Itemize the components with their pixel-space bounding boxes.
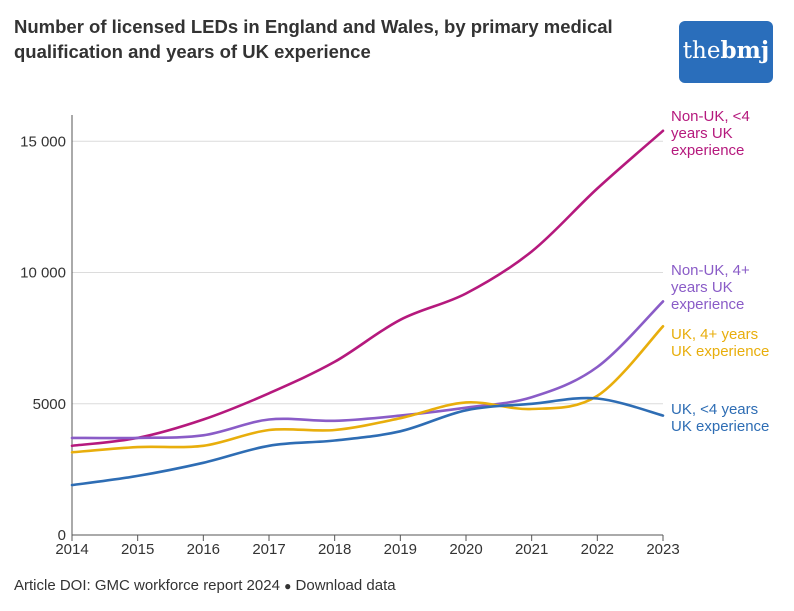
download-data-link[interactable]: Download data (295, 577, 396, 594)
y-axis-ticks: 0 5000 10 000 15 000 (20, 133, 66, 544)
bmj-logo-text: thebmj (679, 37, 773, 64)
x-tick-label: 2018 (318, 541, 351, 558)
y-tick-label: 10 000 (20, 265, 66, 282)
x-tick-label: 2015 (121, 541, 154, 558)
gridlines (72, 140, 663, 405)
chart-title: Number of licensed LEDs in England and W… (14, 16, 613, 62)
series-line (70, 396, 665, 487)
x-tick-label: 2021 (515, 541, 548, 558)
y-tick-label: 15 000 (20, 133, 66, 150)
series-label: UK, 4+ years UK experience (671, 326, 769, 360)
footer-separator: ● (284, 579, 292, 593)
x-axis: 2014 2015 2016 2017 2018 2019 2020 2021 2022 2023 (55, 115, 680, 558)
series-label: UK, <4 years UK experience (671, 401, 769, 435)
x-tick-label: 2016 (187, 541, 220, 558)
series-label: Non-UK, <4 years UK experience (671, 108, 750, 159)
series-line (70, 129, 665, 448)
bmj-logo[interactable]: thebmj (679, 21, 773, 83)
series-lines (70, 129, 665, 487)
x-tick-label: 2022 (581, 541, 614, 558)
footer: Article DOI: GMC workforce report 2024 ●… (14, 577, 396, 594)
series-line (70, 325, 665, 454)
x-tick-label: 2023 (646, 541, 679, 558)
x-tick-label: 2014 (55, 541, 88, 558)
x-tick-label: 2020 (449, 541, 482, 558)
x-tick-label: 2019 (384, 541, 417, 558)
series-labels: Non-UK, <4 years UK experience Non-UK, 4+ ye… (671, 108, 769, 435)
logo-prefix: the (682, 38, 721, 64)
series-label: Non-UK, 4+ years UK experience (671, 262, 750, 313)
y-tick-label: 0 (58, 527, 66, 544)
y-tick-label: 5000 (33, 396, 66, 413)
series-line (70, 300, 665, 440)
article-doi: Article DOI: GMC workforce report 2024 (14, 577, 280, 594)
logo-suffix: bmj (720, 37, 770, 64)
x-tick-label: 2017 (252, 541, 285, 558)
